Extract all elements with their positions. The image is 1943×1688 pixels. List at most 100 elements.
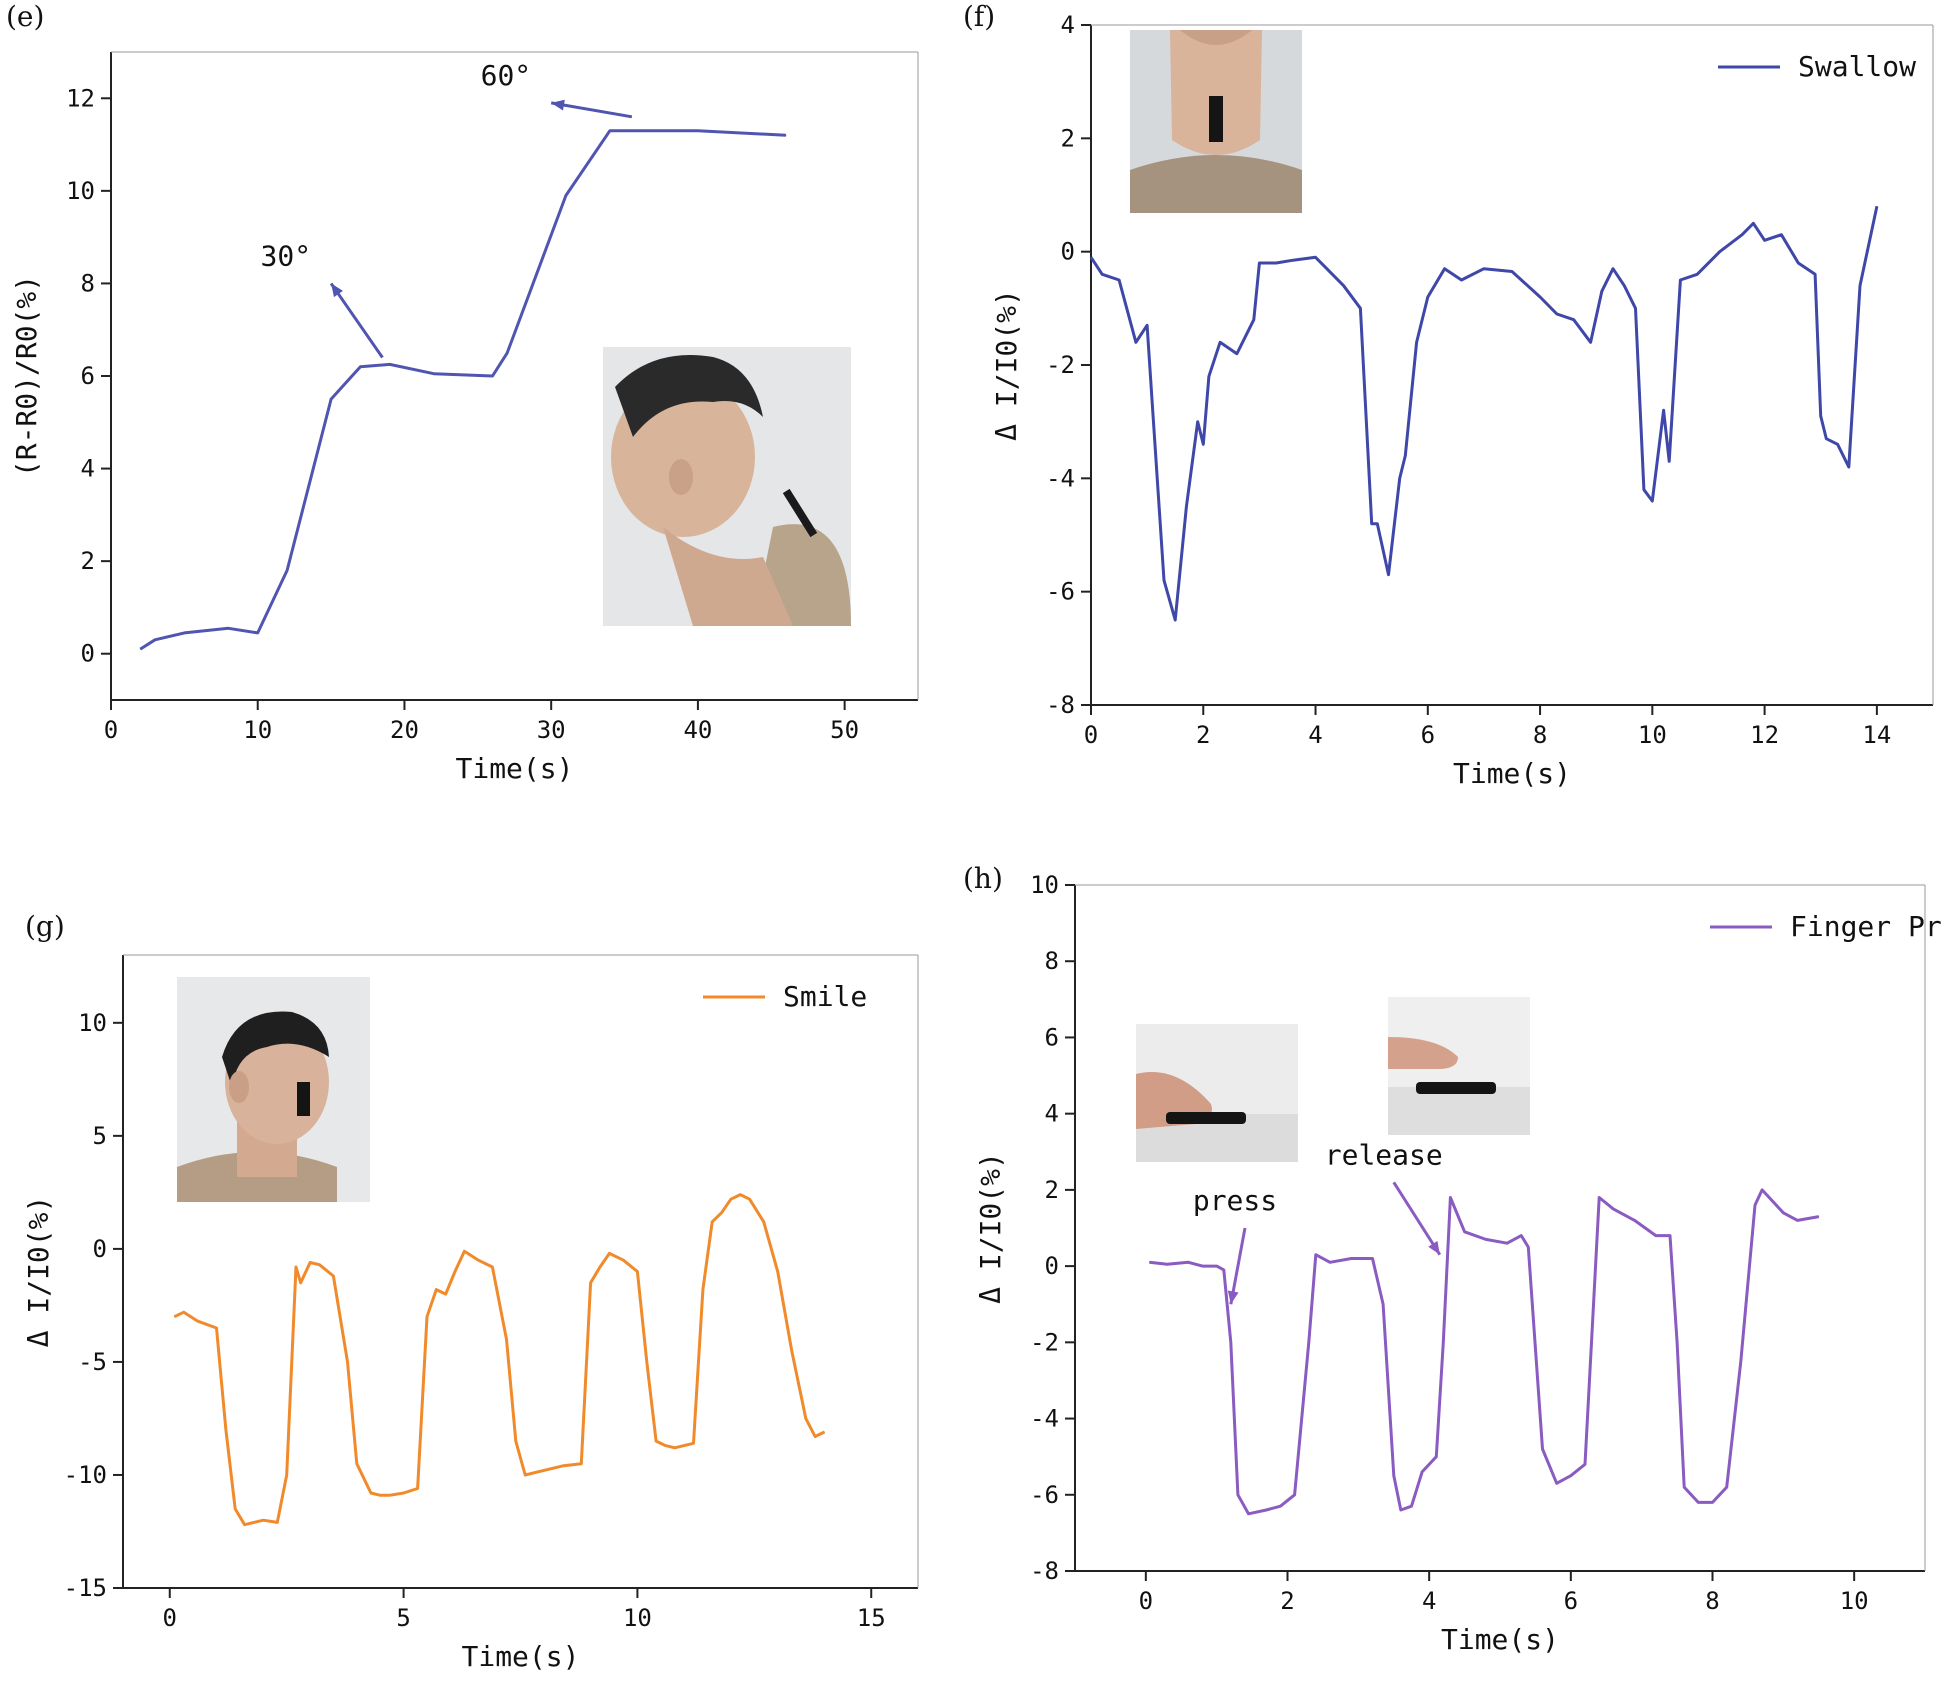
data-point [1359, 307, 1361, 309]
data-point [1404, 455, 1406, 457]
data-point [763, 1221, 765, 1223]
data-point [580, 1463, 582, 1465]
y-tick-label: 2 [81, 547, 95, 575]
y-tick-label: -6 [1030, 1481, 1059, 1509]
x-tick-label: 0 [163, 1604, 177, 1632]
x-tick-label: 4 [1422, 1587, 1436, 1615]
data-point [1410, 1505, 1412, 1507]
data-point [234, 1508, 236, 1510]
data-point [524, 1474, 526, 1476]
data-point [370, 1492, 372, 1494]
series-line [139, 129, 786, 651]
data-point [262, 1519, 264, 1521]
data-point [359, 366, 361, 368]
data-point [1163, 579, 1165, 581]
data-point [1308, 1341, 1310, 1343]
data-point [225, 1429, 227, 1431]
data-point [1601, 290, 1603, 292]
data-point [1719, 251, 1721, 253]
chart-panel-2: 0 5 10 15 -15 -10 -5 0 5 10 Time(s) Δ I/I0(%) Smile [22, 954, 919, 1673]
data-point [1485, 1238, 1487, 1240]
data-point [1761, 1189, 1763, 1191]
data-point [1570, 1475, 1572, 1477]
panel-label-e: (e) [6, 0, 45, 33]
annotation-label: press [1193, 1184, 1277, 1217]
data-point [1230, 1341, 1232, 1343]
data-point [309, 1261, 311, 1263]
data-point [1676, 1341, 1678, 1343]
data-point [1848, 466, 1850, 468]
data-point [1584, 1463, 1586, 1465]
data-point [1814, 273, 1816, 275]
data-point [173, 1316, 175, 1318]
data-point [244, 1524, 246, 1526]
y-tick-label: 6 [81, 362, 95, 390]
x-tick-label: 6 [1564, 1587, 1578, 1615]
data-point [515, 1440, 517, 1442]
data-point [426, 1316, 428, 1318]
y-tick-label: 8 [1045, 947, 1059, 975]
y-tick-label: -8 [1046, 691, 1075, 719]
y-tick-label: -4 [1030, 1405, 1059, 1433]
data-point [1393, 1475, 1395, 1477]
data-point [1663, 409, 1665, 411]
data-point [1187, 1261, 1189, 1263]
y-tick-label: 4 [1061, 11, 1075, 39]
data-point [562, 1465, 564, 1467]
data-point [730, 1198, 732, 1200]
y-tick-label: 10 [66, 177, 95, 205]
data-point [1258, 262, 1260, 264]
data-point [1542, 1448, 1543, 1450]
data-point [1152, 409, 1154, 411]
data-point [1669, 1235, 1671, 1237]
data-point [1643, 489, 1645, 491]
series-line [1149, 1188, 1820, 1516]
data-point [1520, 1235, 1522, 1237]
face-photo-inset [177, 977, 370, 1202]
x-tick-label: 12 [1750, 721, 1779, 749]
data-point [1655, 1235, 1657, 1237]
y-tick-label: 6 [1045, 1023, 1059, 1051]
data-point [435, 1289, 437, 1291]
data-point [655, 1440, 657, 1442]
data-point [1651, 500, 1653, 502]
data-point [608, 1252, 610, 1254]
data-point [1202, 443, 1204, 445]
data-point [1442, 1341, 1444, 1343]
annotation-label: release [1325, 1138, 1443, 1171]
data-point [749, 1198, 751, 1200]
data-point [1279, 1505, 1281, 1507]
legend-label: Smile [783, 980, 867, 1013]
data-point [1253, 319, 1255, 321]
data-point [1764, 239, 1766, 241]
data-point [1752, 222, 1754, 224]
data-point [346, 1361, 348, 1363]
data-point [257, 632, 259, 634]
x-tick-label: 14 [1862, 721, 1891, 749]
y-axis-label: Δ I/I0(%) [990, 289, 1023, 441]
data-point [1754, 1204, 1756, 1206]
annotation-arrowhead [1428, 1240, 1440, 1255]
data-point [702, 1289, 704, 1291]
y-tick-label: 10 [78, 1009, 107, 1037]
data-point [1148, 1261, 1150, 1263]
data-point [491, 375, 493, 377]
data-point [1679, 279, 1681, 281]
data-point [1818, 1216, 1820, 1218]
data-point [1460, 279, 1462, 281]
y-tick-label: -6 [1046, 578, 1075, 606]
data-point [1388, 574, 1390, 576]
data-point [1275, 262, 1277, 264]
data-point [183, 632, 185, 634]
y-tick-label: -8 [1030, 1557, 1059, 1585]
x-tick-label: 10 [1840, 1587, 1869, 1615]
data-point [445, 1293, 447, 1295]
data-point [1556, 1482, 1558, 1484]
x-tick-label: 8 [1533, 721, 1547, 749]
data-point [1427, 296, 1429, 298]
x-tick-label: 15 [857, 1604, 886, 1632]
data-point [295, 1266, 297, 1268]
x-tick-label: 20 [390, 716, 419, 744]
data-point [1506, 1242, 1508, 1244]
